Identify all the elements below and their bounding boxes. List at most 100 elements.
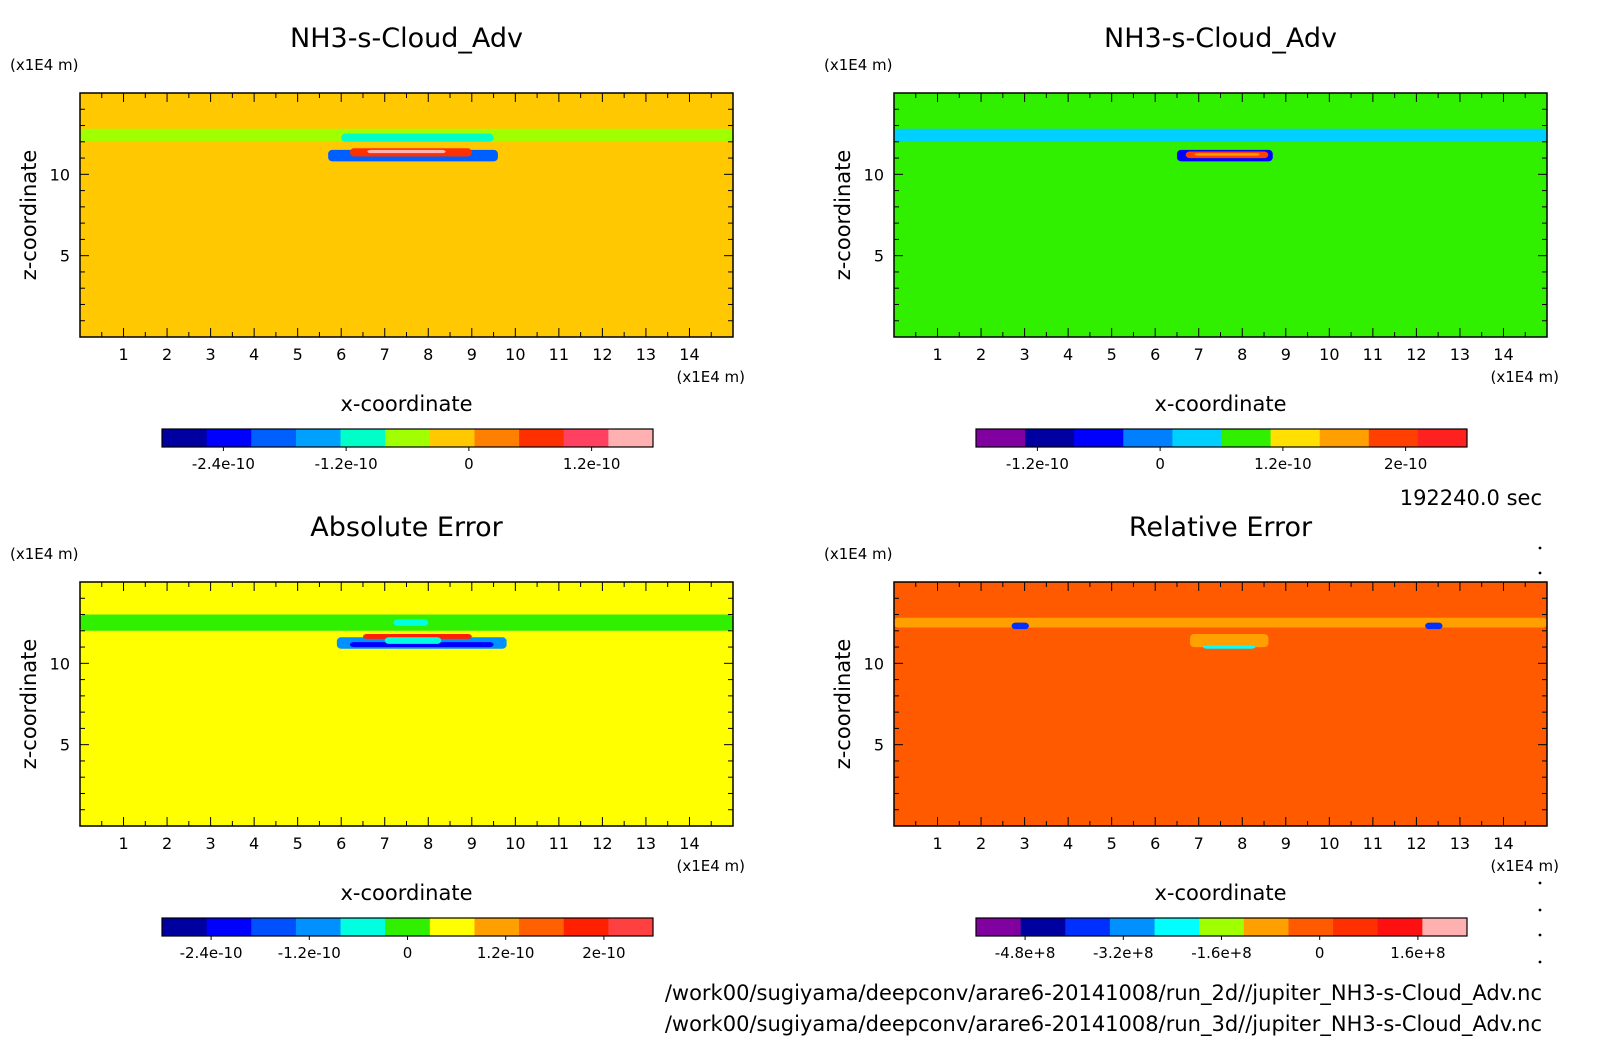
x-tick-label: 10 (505, 345, 525, 364)
x-tick-label: 14 (679, 345, 699, 364)
colorbar-swatch (1025, 429, 1075, 447)
x-tick-label: 3 (206, 834, 216, 853)
colorbar-swatch (1154, 918, 1200, 936)
x-tick-label: 1 (932, 345, 942, 364)
x-tick-label: 4 (249, 345, 259, 364)
colorbar-tick-label: -1.6e+8 (1191, 944, 1252, 962)
x-tick-label: 1 (118, 345, 128, 364)
y-tick-label: 10 (864, 654, 884, 673)
colorbar-swatch (251, 429, 297, 447)
x-tick-label: 13 (1450, 345, 1470, 364)
contour-region-4 (1011, 622, 1029, 630)
colorbar-swatch (1422, 918, 1468, 936)
colorbar-swatch (1074, 429, 1124, 447)
margin-dot (1538, 960, 1542, 964)
colorbar-swatch (976, 429, 1026, 447)
x-axis-label: x-coordinate (340, 392, 472, 416)
x-tick-label: 11 (1363, 345, 1383, 364)
x-axis-label: x-coordinate (1154, 392, 1286, 416)
x-tick-label: 3 (206, 345, 216, 364)
chart-title: Absolute Error (310, 512, 503, 543)
colorbar-swatch (1221, 429, 1272, 447)
chart-panel-4: Relative Error(x1E4 m)1 2 3 4 5 6 7 8 9 10 11 12 13 1… (824, 512, 1559, 962)
x-tick-label: 6 (1150, 834, 1160, 853)
y-axis-label: z-coordinate (831, 639, 855, 770)
contour-region-3 (349, 642, 494, 648)
file-path-1: /work00/sugiyama/deepconv/arare6-2014100… (665, 981, 1542, 1006)
y-axis-label: z-coordinate (17, 150, 41, 281)
colorbar-frame (975, 428, 1468, 448)
contour-region-5 (1425, 622, 1443, 630)
colorbar-swatch (1270, 429, 1321, 447)
contour-region-1 (894, 128, 1547, 142)
x-tick-label: 8 (423, 345, 433, 364)
contour-features (80, 128, 733, 162)
chart-panel-3: Absolute Error(x1E4 m)1 2 3 4 5 6 7 8 9 10 11 12 13 1… (10, 512, 745, 962)
x-tick-label: 7 (380, 345, 390, 364)
contour-region-2 (1190, 634, 1269, 648)
colorbar-tick-label: 1.6e+8 (1390, 944, 1445, 962)
colorbar: -1.2e-10 0 1.2e-10 2e-10 (975, 428, 1468, 473)
x-tick-label: 1 (118, 834, 128, 853)
x-tick-label: 6 (336, 345, 346, 364)
colorbar-tick-label: 0 (464, 455, 474, 473)
x-tick-label: 14 (1493, 345, 1513, 364)
x-tick-label: 14 (1493, 834, 1513, 853)
x-tick-label: 11 (549, 834, 569, 853)
x-tick-label: 12 (1406, 834, 1426, 853)
x-tick-label: 2 (976, 345, 986, 364)
x-unit-label: (x1E4 m) (676, 368, 745, 386)
colorbar-frame (161, 428, 654, 448)
x-tick-label: 10 (1319, 834, 1339, 853)
colorbar-tick-label: -1.2e-10 (315, 455, 378, 473)
x-tick-label: 7 (380, 834, 390, 853)
colorbar-tick-label: 1.2e-10 (1254, 455, 1312, 473)
x-tick-label: 8 (1237, 834, 1247, 853)
contour-features (894, 128, 1547, 162)
y-unit-label: (x1E4 m) (10, 545, 79, 563)
x-tick-label: 12 (592, 345, 612, 364)
colorbar-swatch (162, 429, 208, 447)
colorbar-swatch (385, 429, 431, 447)
colorbar-tick-label: 0 (403, 944, 413, 962)
colorbar-tick-label: 2e-10 (582, 944, 625, 962)
x-tick-label: 13 (636, 834, 656, 853)
colorbar-swatch (206, 918, 252, 936)
margin-dot (1538, 571, 1542, 575)
contour-region-6 (393, 619, 429, 626)
x-tick-label: 4 (249, 834, 259, 853)
colorbar-swatch (1288, 918, 1334, 936)
colorbar-swatch (474, 918, 520, 936)
x-tick-label: 2 (976, 834, 986, 853)
contour-features (894, 617, 1547, 649)
x-tick-label: 6 (336, 834, 346, 853)
x-tick-label: 8 (1237, 345, 1247, 364)
x-unit-label: (x1E4 m) (1490, 857, 1559, 875)
colorbar-swatch (1377, 918, 1423, 936)
y-axis-label: z-coordinate (831, 150, 855, 281)
time-label: 192240.0 sec (1400, 486, 1542, 510)
chart-panel-1: NH3-s-Cloud_Adv(x1E4 m)1 2 3 4 5 6 7 8 9 10 11 12 13… (10, 23, 745, 473)
x-tick-label: 3 (1020, 834, 1030, 853)
colorbar-swatch (1243, 918, 1289, 936)
y-tick-label: 5 (874, 736, 884, 755)
x-tick-label: 14 (679, 834, 699, 853)
colorbar: -2.4e-10 -1.2e-10 0 1.2e-10 2e-10 (161, 917, 654, 962)
colorbar-swatch (429, 429, 475, 447)
colorbar-swatch (206, 429, 252, 447)
x-tick-label: 4 (1063, 834, 1073, 853)
y-unit-label: (x1E4 m) (824, 56, 893, 74)
x-tick-label: 9 (467, 834, 477, 853)
chart-panel-2: NH3-s-Cloud_Adv(x1E4 m)1 2 3 4 5 6 7 8 9 10 11 12 13… (824, 23, 1559, 473)
colorbar: -4.8e+8 -3.2e+8 -1.6e+8 0 1.6e+8 (975, 917, 1468, 962)
colorbar-tick-label: -1.2e-10 (278, 944, 341, 962)
x-unit-label: (x1E4 m) (1490, 368, 1559, 386)
contour-region-3 (1203, 645, 1256, 649)
y-tick-label: 5 (60, 247, 70, 266)
colorbar-swatch (1020, 918, 1066, 936)
colorbar: -2.4e-10 -1.2e-10 0 1.2e-10 (161, 428, 654, 473)
colorbar-tick-label: 2e-10 (1384, 455, 1427, 473)
margin-dot (1538, 908, 1542, 912)
colorbar-swatch (1172, 429, 1222, 447)
colorbar-tick-label: 0 (1155, 455, 1165, 473)
